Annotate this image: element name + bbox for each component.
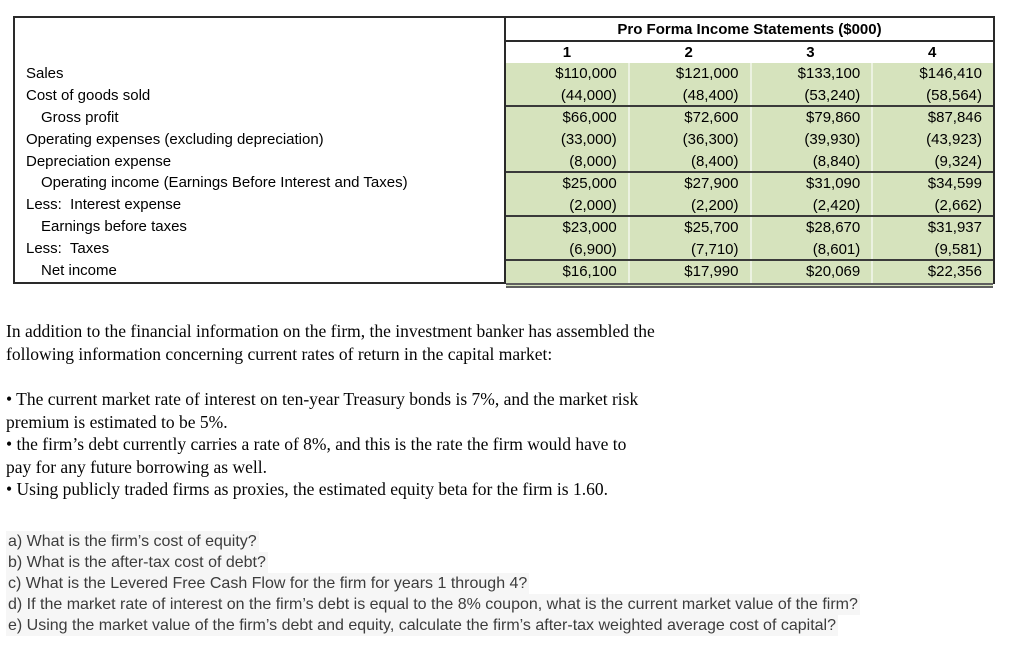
- table-row-earnings-before-taxes: $23,000 $25,700 $28,670 $31,937: [506, 217, 993, 239]
- question-b: b) What is the after-tax cost of debt?: [6, 552, 860, 573]
- table-row-cogs: (44,000) (48,400) (53,240) (58,564): [506, 85, 993, 107]
- cell-value: (58,564): [871, 85, 993, 105]
- table-row-taxes: (6,900) (7,710) (8,601) (9,581): [506, 239, 993, 261]
- cell-value: $20,069: [749, 261, 872, 283]
- year-header-4: 4: [927, 44, 937, 61]
- row-label-operating-expenses: Operating expenses (excluding depreciati…: [26, 130, 324, 148]
- question-e: e) Using the market value of the firm’s …: [6, 615, 860, 636]
- bullet-line: premium is estimated to be 5%.: [6, 411, 228, 432]
- cell-value: (7,710): [627, 239, 750, 259]
- table-row-interest-expense: (2,000) (2,200) (2,420) (2,662): [506, 195, 993, 217]
- intro-line: following information concerning current…: [6, 344, 553, 364]
- cell-value: (8,400): [627, 151, 750, 171]
- question-a: a) What is the firm’s cost of equity?: [6, 531, 860, 552]
- cell-value: (36,300): [627, 129, 750, 151]
- cell-value: (9,581): [871, 239, 993, 259]
- cell-value: (48,400): [627, 85, 750, 105]
- cell-value: (2,662): [871, 195, 993, 215]
- row-label-cogs: Cost of goods sold: [26, 86, 151, 104]
- intro-line: In addition to the financial information…: [6, 321, 655, 341]
- table-row-operating-income: $25,000 $27,900 $31,090 $34,599: [506, 173, 993, 195]
- cell-value: $79,860: [749, 107, 872, 129]
- row-label-operating-income: Operating income (Earnings Before Intere…: [41, 174, 408, 192]
- question-b-text: b) What is the after-tax cost of debt?: [6, 552, 268, 573]
- cell-value: $31,937: [871, 217, 993, 239]
- bullet-line: • the firm’s debt currently carries a ra…: [6, 434, 627, 454]
- cell-value: (33,000): [560, 131, 617, 148]
- row-label-gross-profit: Gross profit: [41, 108, 119, 126]
- cell-value: $22,356: [871, 261, 993, 283]
- pro-forma-income-statement-table: Sales Cost of goods sold Gross profit Op…: [13, 16, 995, 288]
- cell-value: $34,599: [871, 173, 993, 195]
- question-c: c) What is the Levered Free Cash Flow fo…: [6, 573, 860, 594]
- question-a-text: a) What is the firm’s cost of equity?: [6, 531, 259, 552]
- table-row-sales: $110,000 $121,000 $133,100 $146,410: [506, 63, 993, 85]
- cell-value: (2,200): [627, 195, 750, 215]
- cell-value: (8,000): [569, 153, 617, 170]
- question-e-text: e) Using the market value of the firm’s …: [6, 615, 838, 636]
- table-row-depreciation: (8,000) (8,400) (8,840) (9,324): [506, 151, 993, 173]
- cell-value: (39,930): [749, 129, 872, 151]
- question-d-text: d) If the market rate of interest on the…: [6, 594, 860, 615]
- table-values-section: Pro Forma Income Statements ($000) 1 2 3…: [504, 18, 993, 288]
- year-header-2: 2: [684, 44, 693, 61]
- question-d: d) If the market rate of interest on the…: [6, 594, 860, 615]
- cell-value: (2,420): [749, 195, 872, 215]
- cell-value: $17,990: [627, 261, 750, 283]
- cell-value: (8,601): [749, 239, 872, 259]
- row-label-net-income: Net income: [41, 262, 117, 280]
- cell-value: $110,000: [555, 65, 617, 82]
- cell-value: $133,100: [749, 63, 872, 85]
- row-label-taxes: Less: Taxes: [26, 240, 110, 258]
- cell-value: $31,090: [749, 173, 872, 195]
- bullet-line: • The current market rate of interest on…: [6, 389, 639, 409]
- table-title: Pro Forma Income Statements ($000): [506, 18, 993, 42]
- year-header-1: 1: [562, 44, 572, 61]
- capital-market-bullets: • The current market rate of interest on…: [6, 388, 638, 501]
- cell-value: $28,670: [749, 217, 872, 239]
- bullet-line: • Using publicly traded firms as proxies…: [6, 479, 608, 499]
- cell-value: $25,700: [627, 217, 750, 239]
- cell-value: $87,846: [871, 107, 993, 129]
- year-header-row: 1 2 3 4: [506, 42, 993, 63]
- cell-value: $27,900: [627, 173, 750, 195]
- cell-value: (9,324): [871, 151, 993, 171]
- label-column-spacer: [15, 18, 504, 63]
- table-row-gross-profit: $66,000 $72,600 $79,860 $87,846: [506, 107, 993, 129]
- cell-value: $16,100: [562, 263, 617, 280]
- table-data-grid: $110,000 $121,000 $133,100 $146,410 (44,…: [506, 63, 993, 288]
- row-label-interest-expense: Less: Interest expense: [26, 196, 182, 214]
- cell-value: (8,840): [749, 151, 872, 171]
- row-label-depreciation: Depreciation expense: [26, 152, 172, 170]
- cell-value: (6,900): [569, 241, 617, 258]
- cell-value: $146,410: [871, 63, 993, 85]
- cell-value: (2,000): [569, 197, 617, 214]
- cell-value: (53,240): [749, 85, 872, 105]
- bullet-line: pay for any future borrowing as well.: [6, 456, 267, 477]
- question-c-text: c) What is the Levered Free Cash Flow fo…: [6, 573, 530, 594]
- cell-value: $72,600: [627, 107, 750, 129]
- cell-value: $66,000: [562, 109, 617, 126]
- year-header-3: 3: [806, 44, 815, 61]
- intro-paragraph: In addition to the financial information…: [6, 320, 655, 366]
- cell-value: (44,000): [560, 87, 617, 104]
- cell-value: $23,000: [562, 219, 617, 236]
- cell-value: $25,000: [562, 175, 617, 192]
- questions-list: a) What is the firm’s cost of equity? b)…: [6, 531, 860, 636]
- row-label-column: Sales Cost of goods sold Gross profit Op…: [15, 18, 504, 282]
- cell-value: (43,923): [871, 129, 993, 151]
- table-row-net-income: $16,100 $17,990 $20,069 $22,356: [506, 261, 993, 283]
- cell-value: $121,000: [627, 63, 750, 85]
- row-label-sales: Sales: [26, 64, 64, 82]
- row-label-earnings-before-taxes: Earnings before taxes: [41, 218, 187, 236]
- table-row-operating-expenses: (33,000) (36,300) (39,930) (43,923): [506, 129, 993, 151]
